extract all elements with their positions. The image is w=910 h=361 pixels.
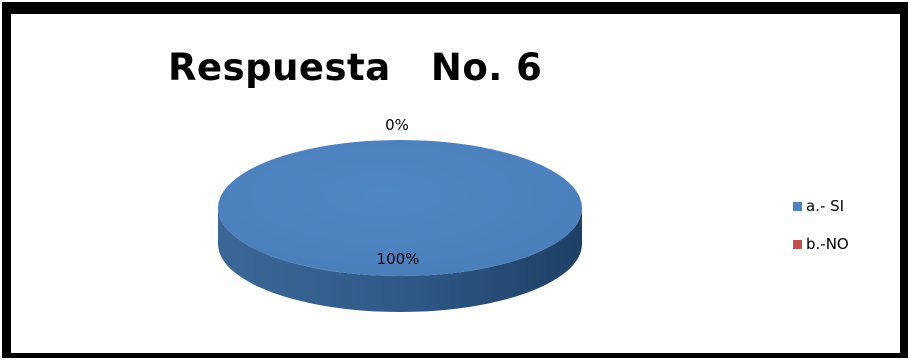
pie-slice-a-si <box>218 140 582 276</box>
chart-title: Respuesta No. 6 <box>168 46 543 89</box>
pie-slice-a-si-side <box>218 208 582 312</box>
legend-swatch-a-si <box>793 201 802 211</box>
legend-swatch-b-no <box>793 239 802 249</box>
legend-label-b-no: b.-NO <box>806 235 849 253</box>
legend: a.- SI b.-NO <box>793 196 849 272</box>
data-label-a-si: 100% <box>377 250 420 268</box>
legend-item-b-no: b.-NO <box>793 234 849 254</box>
legend-label-a-si: a.- SI <box>806 197 845 215</box>
data-label-b-no: 0% <box>385 116 409 134</box>
legend-item-a-si: a.- SI <box>793 196 849 216</box>
